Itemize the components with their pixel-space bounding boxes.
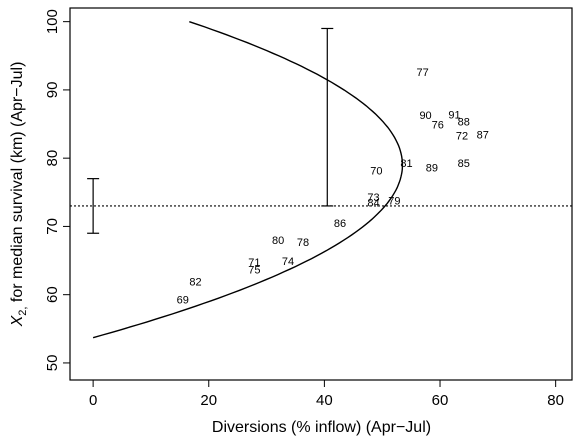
data-point-label: 81 xyxy=(400,158,412,170)
data-point-label: 80 xyxy=(272,235,284,247)
data-point-label: 78 xyxy=(297,237,309,249)
x-tick-label: 40 xyxy=(316,392,333,409)
plot-frame xyxy=(69,7,573,381)
data-point-label: 77 xyxy=(417,67,429,79)
y-tick-label: 90 xyxy=(44,82,61,99)
data-point-label: 85 xyxy=(458,158,470,170)
y-tick-label: 60 xyxy=(44,286,61,303)
x-tick-label: 80 xyxy=(547,392,564,409)
data-point-label: 76 xyxy=(432,120,444,132)
y-axis-title: X2, for median survival (km) (Apr−Jul) xyxy=(9,62,29,328)
data-point-label: 91 xyxy=(448,109,460,121)
y-axis-title-rest: for median survival (km) (Apr−Jul) xyxy=(9,62,26,307)
data-point-label: 82 xyxy=(189,277,201,289)
data-point-label: 71 xyxy=(248,257,260,269)
data-point-label: 88 xyxy=(458,116,470,128)
y-tick-label: 50 xyxy=(44,355,61,372)
data-point-label: 86 xyxy=(334,218,346,230)
y-axis-title-subscript: 2, xyxy=(17,307,29,316)
data-point-label: 74 xyxy=(282,256,294,268)
y-tick-label: 80 xyxy=(44,150,61,167)
data-point-label: 84 xyxy=(367,198,379,210)
data-point-label: 72 xyxy=(456,131,468,143)
data-point-label: 79 xyxy=(388,195,400,207)
y-axis: 50 60 70 80 90 100 xyxy=(44,9,70,371)
data-point-label: 69 xyxy=(177,294,189,306)
data-point-label: 70 xyxy=(370,165,382,177)
x-axis: 0 20 40 60 80 xyxy=(89,380,564,409)
data-point-label: 87 xyxy=(477,129,489,141)
data-point-label: 73 xyxy=(367,192,379,204)
data-point-label: 75 xyxy=(248,264,260,276)
x-tick-label: 60 xyxy=(432,392,449,409)
x-tick-label: 20 xyxy=(200,392,217,409)
data-point-label: 90 xyxy=(419,110,431,122)
y-tick-label: 100 xyxy=(44,9,61,34)
x-tick-label: 0 xyxy=(89,392,97,409)
x-axis-title: Diversions (% inflow) (Apr−Jul) xyxy=(212,419,431,436)
y-axis-title-var: X xyxy=(9,314,26,327)
data-point-label: 89 xyxy=(426,163,438,175)
fit-curve xyxy=(92,21,404,339)
y-tick-label: 70 xyxy=(44,218,61,235)
